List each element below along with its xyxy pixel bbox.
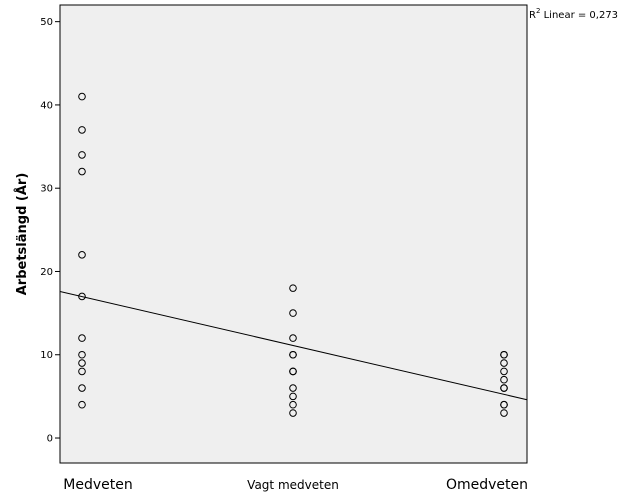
data-point (78, 400, 86, 409)
y-tick-label: 50 (40, 17, 53, 28)
data-point (500, 350, 508, 359)
data-point (500, 367, 508, 376)
fit-line (59, 290, 528, 401)
y-tick-label: 20 (40, 267, 53, 278)
y-tick-label: 30 (40, 184, 53, 195)
data-point (289, 284, 297, 292)
y-axis: 0 10 20 30 40 50 (40, 17, 60, 445)
x-category-label: Medveten (63, 477, 132, 493)
data-point (289, 400, 297, 409)
y-tick-label: 40 (40, 100, 53, 111)
data-point (289, 409, 297, 417)
data-point (78, 126, 86, 134)
y-tick-label: 10 (40, 350, 53, 361)
data-point (500, 384, 508, 392)
data-point (500, 400, 508, 409)
data-point (78, 334, 86, 342)
data-point (78, 151, 86, 159)
plot-area (59, 4, 528, 464)
data-point (78, 167, 86, 176)
x-category-label: Vagt medveten (247, 478, 339, 492)
data-point (289, 367, 297, 376)
r2-superscript: 2 (536, 7, 540, 15)
points-layer (78, 92, 508, 417)
data-point (78, 384, 86, 392)
data-point (500, 375, 508, 384)
fit-line-layer (59, 290, 528, 401)
r2-annotation: R2 Linear = 0,273 (529, 7, 618, 21)
x-axis: Medveten Vagt medveten Omedveten (63, 477, 528, 493)
data-point (78, 292, 86, 301)
r2-text: Linear = 0,273 (540, 10, 618, 21)
r2-prefix: R (529, 10, 536, 21)
data-point (500, 359, 508, 367)
data-point (289, 334, 297, 342)
data-point (78, 359, 86, 367)
data-point (289, 384, 297, 392)
data-point (78, 92, 86, 101)
data-point (78, 251, 86, 259)
data-point (78, 367, 86, 376)
data-point (289, 350, 297, 359)
y-tick-label: 0 (47, 434, 53, 445)
data-point (289, 392, 297, 401)
data-point (289, 309, 297, 317)
y-axis-title: Arbetslängd (År) (14, 173, 30, 296)
x-category-label: Omedveten (446, 477, 528, 493)
data-point (78, 350, 86, 359)
data-point (500, 409, 508, 417)
